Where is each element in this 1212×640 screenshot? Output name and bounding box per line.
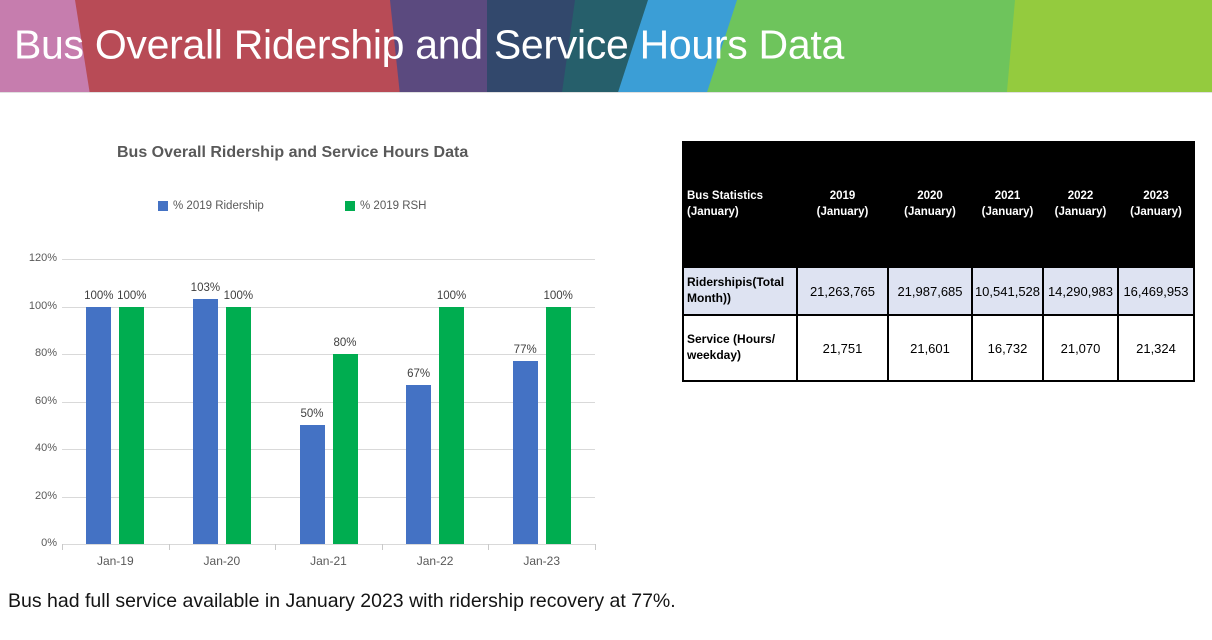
table-header-2019: 2019 (January) bbox=[796, 141, 889, 268]
stats-table: Bus Statistics (January) 2019 (January) … bbox=[682, 141, 1195, 382]
x-axis-label-Jan-21: Jan-21 bbox=[310, 554, 347, 568]
y-axis-label-80: 80% bbox=[34, 347, 57, 359]
x-axis-tick bbox=[62, 544, 63, 550]
gridline-60 bbox=[62, 401, 595, 403]
table-header-bus-statistics: Bus Statistics (January) bbox=[682, 141, 798, 268]
x-axis-label-Jan-22: Jan-22 bbox=[416, 554, 454, 568]
ridership-2022: 14,290,983 bbox=[1042, 266, 1119, 316]
bar-Jan-23-rsh bbox=[545, 306, 571, 544]
y-axis-label-120: 120% bbox=[28, 252, 57, 264]
bar-Jan-19-ridership bbox=[86, 306, 112, 544]
x-axis-tick bbox=[488, 544, 490, 550]
legend-item-rsh: % 2019 RSH bbox=[345, 200, 426, 212]
bar-Jan-22-rsh bbox=[439, 306, 465, 544]
x-axis-label-Jan-23: Jan-23 bbox=[523, 554, 561, 568]
bar-Jan-23-ridership bbox=[512, 361, 538, 544]
y-axis-label-20: 20% bbox=[34, 489, 57, 502]
gridline-120 bbox=[62, 259, 595, 260]
y-axis-label-60: 60% bbox=[34, 394, 57, 407]
y-axis-label-100: 100% bbox=[28, 299, 57, 312]
x-axis-tick bbox=[381, 544, 383, 550]
table-header-2023: 2023 (January) bbox=[1117, 141, 1195, 268]
service-2021: 16,732 bbox=[971, 314, 1044, 382]
legend-swatch-icon bbox=[158, 201, 168, 211]
ridership-2020: 21,987,685 bbox=[887, 266, 973, 316]
bar-value-label: 100% bbox=[543, 289, 573, 302]
y-axis-label-0: 0% bbox=[41, 537, 57, 549]
gridline-40 bbox=[62, 449, 595, 450]
table-row-service: Service (Hours/ weekday) 21,751 21,601 1… bbox=[682, 314, 1195, 382]
legend-item-ridership: % 2019 Ridership bbox=[158, 200, 264, 212]
bar-Jan-20-rsh bbox=[225, 306, 251, 544]
bar-Jan-20-ridership bbox=[192, 299, 218, 544]
gridline-80 bbox=[62, 354, 595, 355]
bar-Jan-19-rsh bbox=[119, 306, 145, 544]
x-axis-tick bbox=[275, 544, 277, 550]
legend-swatch-icon bbox=[345, 201, 355, 211]
page-title: Bus Overall Ridership and Service Hours … bbox=[14, 21, 844, 68]
gridline-100 bbox=[62, 306, 595, 308]
bar-value-label: 103% bbox=[190, 282, 221, 295]
chart-title: Bus Overall Ridership and Service Hours … bbox=[117, 144, 469, 161]
x-axis-label-Jan-19: Jan-19 bbox=[96, 554, 134, 568]
bar-value-label: 100% bbox=[84, 289, 114, 302]
ridership-2023: 16,469,953 bbox=[1117, 266, 1195, 316]
bus-statistics-table: Bus Statistics (January) 2019 (January) … bbox=[682, 141, 1195, 382]
chart-plot-area: 100% 100% Jan-19 103% 100% Jan-20 50% 80% Jan-21… bbox=[62, 259, 596, 568]
bar-Jan-22-ridership bbox=[406, 384, 432, 544]
legend-label: % 2019 Ridership bbox=[173, 200, 264, 212]
bar-value-label: 100% bbox=[117, 289, 147, 302]
table-header-2020: 2020 (January) bbox=[887, 141, 973, 268]
band-lime bbox=[1006, 0, 1212, 92]
service-2019: 21,751 bbox=[796, 314, 889, 382]
service-2023: 21,324 bbox=[1117, 314, 1195, 382]
banner: Bus Overall Ridership and Service Hours … bbox=[0, 0, 1212, 93]
gridline-0 bbox=[62, 544, 595, 545]
table-row-ridership: Ridershipis(Total Month)) 21,263,765 21,… bbox=[682, 266, 1195, 316]
x-axis-label-Jan-20: Jan-20 bbox=[203, 554, 241, 568]
legend-label: % 2019 RSH bbox=[360, 200, 427, 212]
bar-value-label: 67% bbox=[407, 367, 431, 380]
service-2020: 21,601 bbox=[887, 314, 973, 382]
table-header-row: Bus Statistics (January) 2019 (January) … bbox=[682, 141, 1195, 268]
ridership-2021: 10,541,528 bbox=[971, 266, 1044, 316]
x-axis-tick bbox=[595, 544, 596, 550]
bar-value-label: 80% bbox=[333, 337, 357, 349]
table-header-2021: 2021 (January) bbox=[971, 141, 1044, 268]
ridership-chart: Bus Overall Ridership and Service Hours … bbox=[25, 135, 645, 585]
y-axis-label-40: 40% bbox=[34, 442, 57, 454]
row-label-service: Service (Hours/ weekday) bbox=[682, 314, 798, 382]
bar-value-label: 100% bbox=[223, 289, 254, 302]
bar-value-label: 77% bbox=[513, 344, 537, 357]
gridline-20 bbox=[62, 496, 595, 498]
bar-value-label: 100% bbox=[436, 289, 467, 302]
row-label-ridership: Ridershipis(Total Month)) bbox=[682, 266, 798, 316]
x-axis-tick bbox=[168, 544, 170, 550]
ridership-2019: 21,263,765 bbox=[796, 266, 889, 316]
table-header-2022: 2022 (January) bbox=[1042, 141, 1119, 268]
bar-value-label: 50% bbox=[300, 408, 324, 421]
summary-caption: Bus had full service available in Januar… bbox=[8, 590, 676, 612]
service-2022: 21,070 bbox=[1042, 314, 1119, 382]
bar-Jan-21-rsh bbox=[332, 354, 358, 544]
bar-Jan-21-ridership bbox=[299, 425, 325, 544]
